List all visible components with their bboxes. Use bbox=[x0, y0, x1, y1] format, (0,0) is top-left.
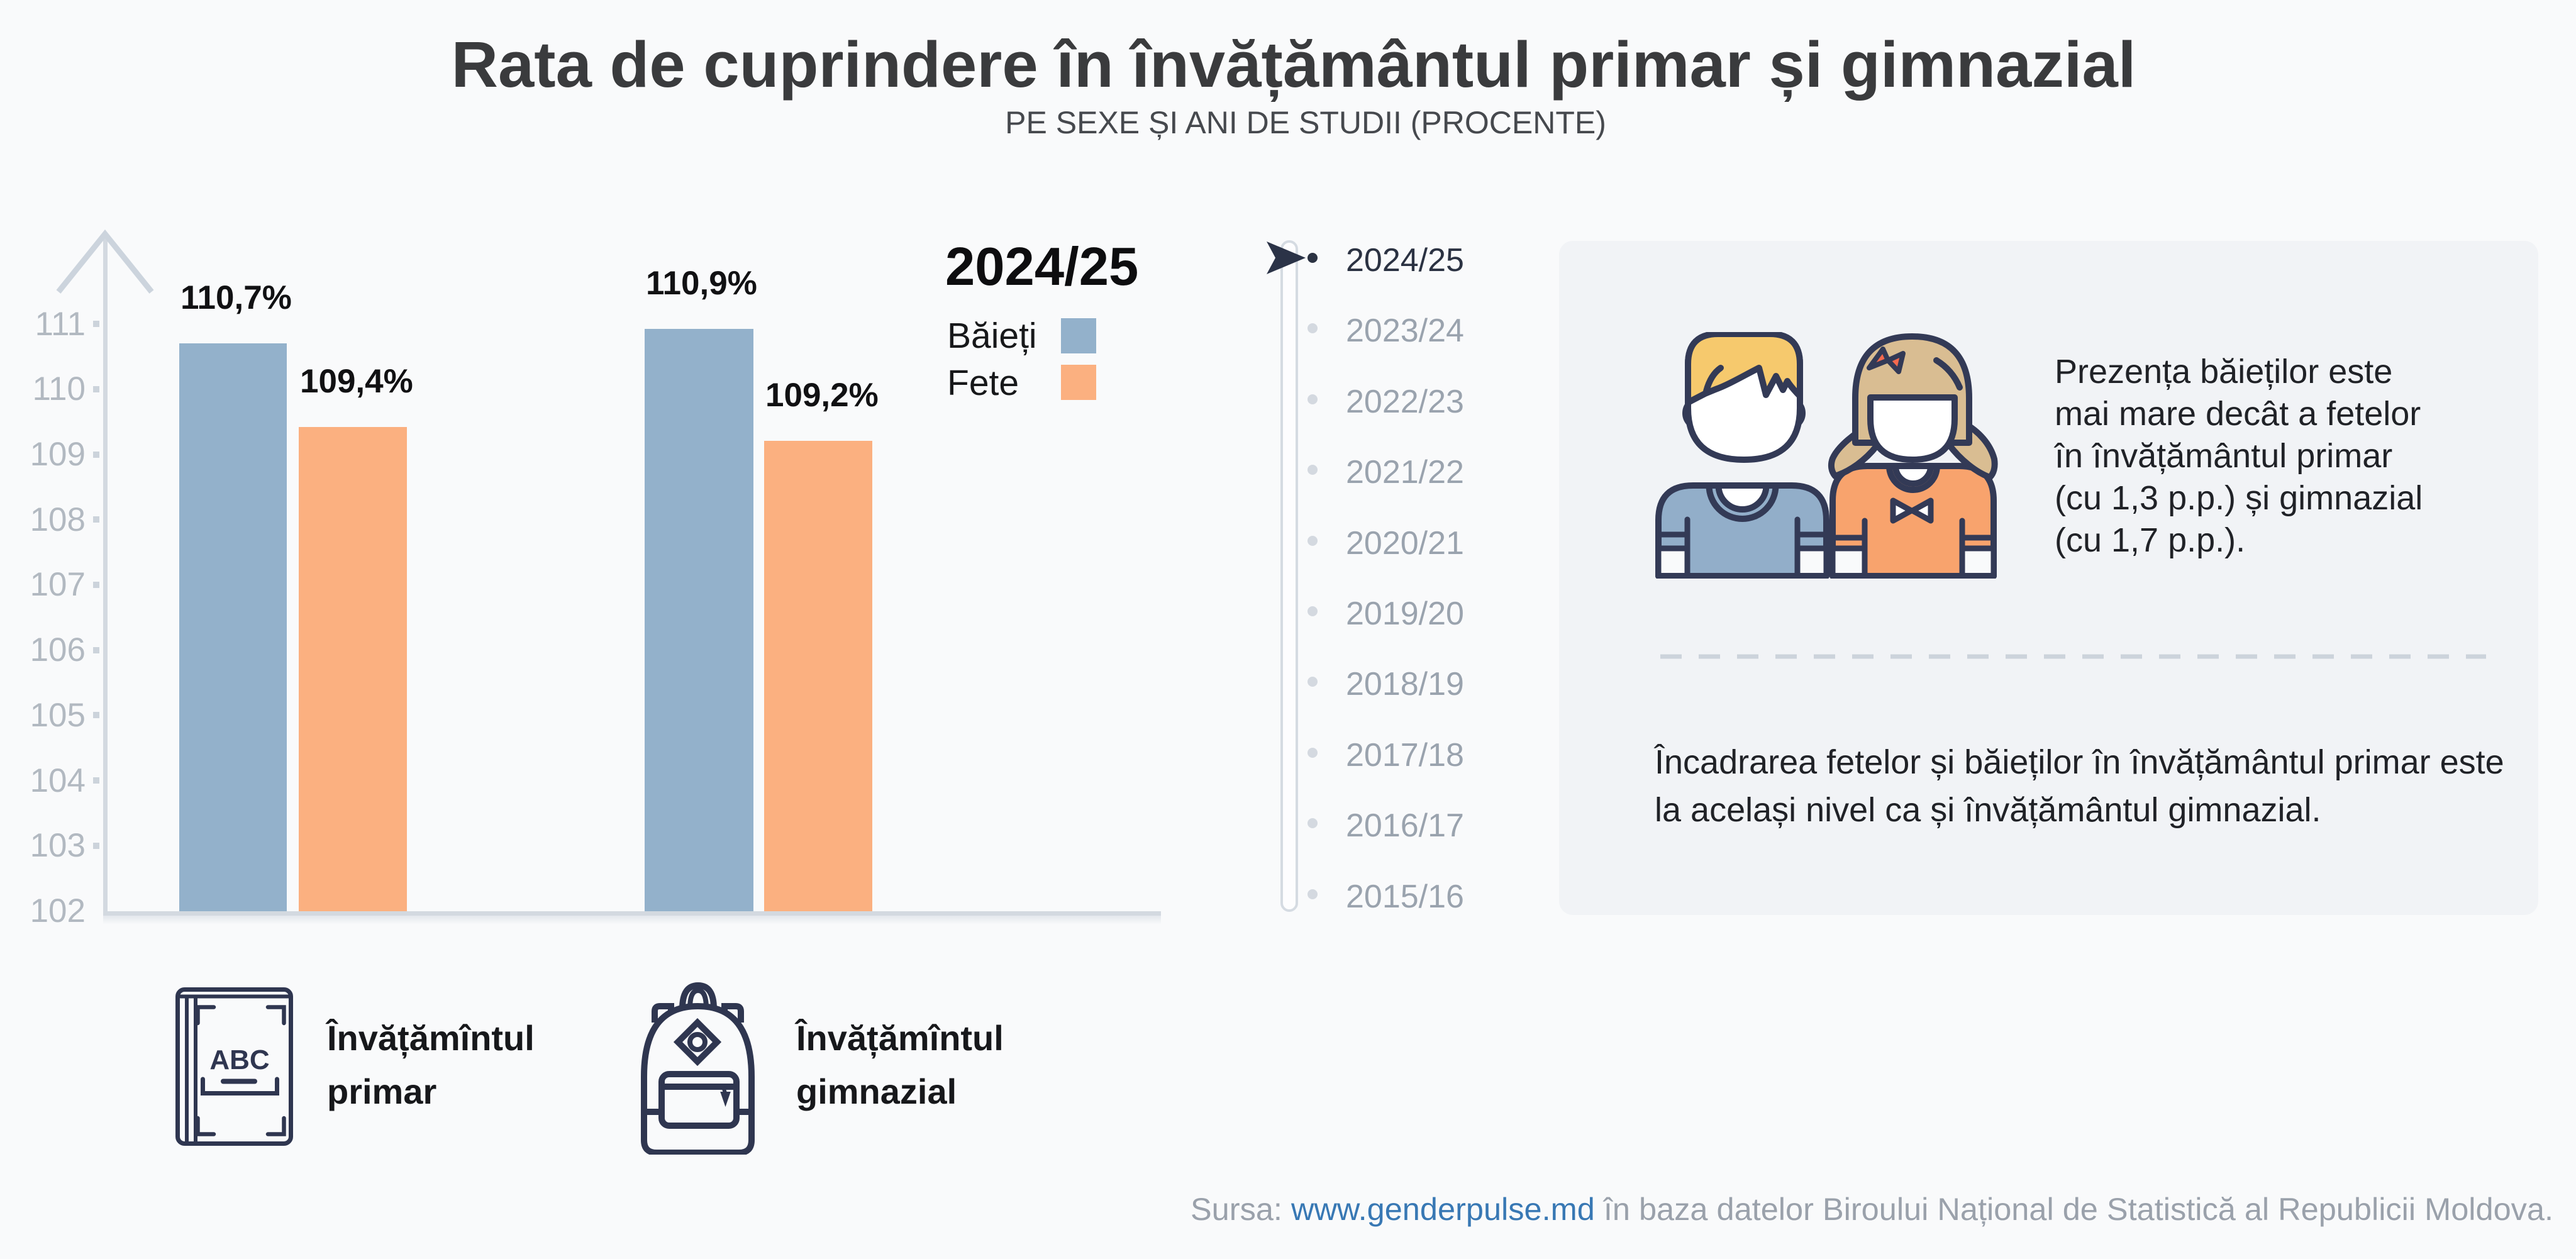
svg-text:ABC: ABC bbox=[209, 1045, 269, 1075]
